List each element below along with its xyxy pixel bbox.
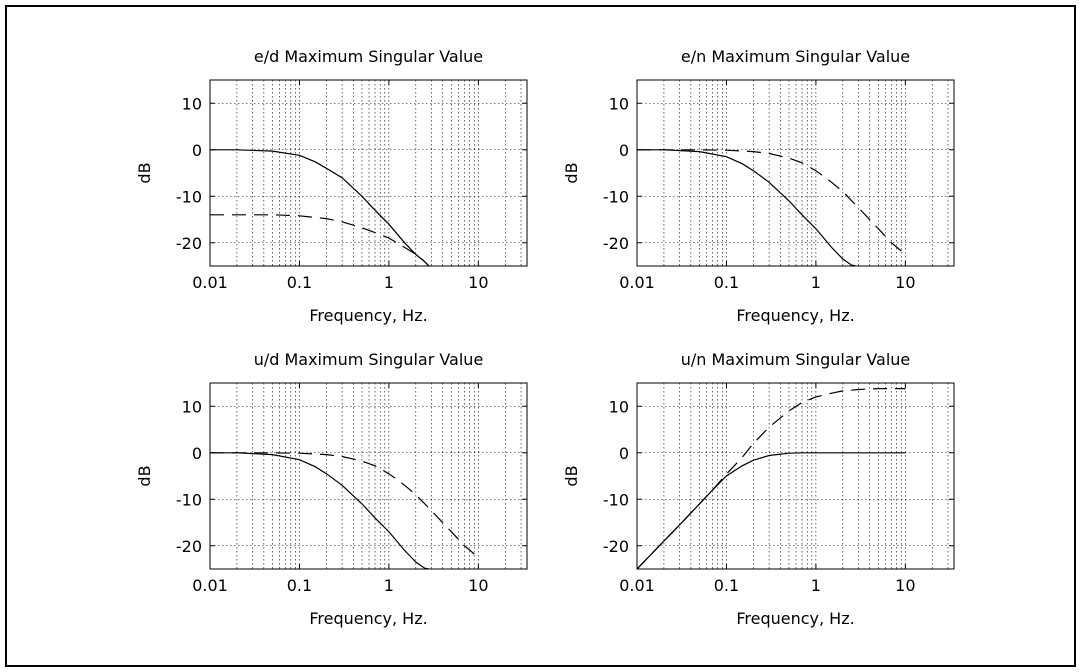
x-tick-label: 10	[895, 273, 915, 292]
plot-area	[209, 382, 528, 570]
x-tick-label: 0.01	[192, 576, 228, 595]
plot-area	[209, 79, 528, 267]
y-axis-label: dB	[562, 465, 581, 486]
y-tick-label: -10	[603, 187, 629, 206]
subplot-1: 0.01 0.1 1 10 -20 -10 0 10 e/d Maximum Singular …	[135, 47, 528, 325]
x-tick-label: 1	[811, 273, 821, 292]
x-tick-label: 0.1	[714, 576, 739, 595]
subplot-2: 0.01 0.1 1 10 -20 -10 0 10 e/n Maximum Singular …	[562, 47, 955, 325]
chart-title: e/n Maximum Singular Value	[681, 47, 910, 66]
x-tick-label: 0.1	[287, 576, 312, 595]
x-axis-label: Frequency, Hz.	[736, 306, 854, 325]
x-tick-label: 1	[384, 576, 394, 595]
x-tick-label: 1	[384, 273, 394, 292]
x-tick-label: 0.1	[287, 273, 312, 292]
series-solid-line	[637, 452, 906, 569]
x-tick-label: 10	[468, 273, 488, 292]
y-axis-label: dB	[562, 162, 581, 183]
y-tick-label: -10	[603, 490, 629, 509]
plot-area	[636, 79, 955, 267]
x-tick-label: 1	[811, 576, 821, 595]
y-tick-label: 0	[619, 141, 629, 160]
y-tick-label: -20	[603, 537, 629, 556]
subplot-4: 0.01 0.1 1 10 -20 -10 0 10 u/n Maximum Singular …	[562, 350, 955, 628]
y-tick-label: -20	[603, 234, 629, 253]
y-tick-label: 10	[609, 94, 629, 113]
x-tick-label: 0.01	[619, 576, 655, 595]
x-tick-label: 0.1	[714, 273, 739, 292]
x-axis-label: Frequency, Hz.	[309, 306, 427, 325]
chart-title: u/d Maximum Singular Value	[254, 350, 484, 369]
x-tick-label: 10	[468, 576, 488, 595]
y-tick-label: 10	[182, 94, 202, 113]
y-axis-label: dB	[135, 162, 154, 183]
y-tick-label: -10	[176, 490, 202, 509]
series-dashed-line	[637, 149, 906, 255]
x-axis-label: Frequency, Hz.	[309, 609, 427, 628]
plot-area	[636, 382, 955, 570]
y-tick-label: -20	[176, 234, 202, 253]
y-tick-label: 0	[192, 141, 202, 160]
y-tick-label: 10	[609, 397, 629, 416]
x-tick-label: 0.01	[192, 273, 228, 292]
x-tick-label: 10	[895, 576, 915, 595]
chart-title: e/d Maximum Singular Value	[254, 47, 483, 66]
y-axis-label: dB	[135, 465, 154, 486]
subplot-3: 0.01 0.1 1 10 -20 -10 0 10 u/d Maximum Singular …	[135, 350, 528, 628]
figure-frame	[5, 5, 1076, 667]
series-dashed-line	[210, 452, 479, 558]
series-solid-line	[210, 452, 430, 569]
y-tick-label: 10	[182, 397, 202, 416]
x-tick-label: 0.01	[619, 273, 655, 292]
x-axis-label: Frequency, Hz.	[736, 609, 854, 628]
series-solid-line	[637, 149, 857, 266]
y-tick-label: -10	[176, 187, 202, 206]
chart-title: u/n Maximum Singular Value	[681, 350, 911, 369]
series-solid-line	[210, 149, 430, 266]
y-tick-label: 0	[619, 444, 629, 463]
y-tick-label: -20	[176, 537, 202, 556]
series-dashed-line	[210, 214, 430, 266]
y-tick-label: 0	[192, 444, 202, 463]
series-dashed-line	[637, 388, 906, 569]
